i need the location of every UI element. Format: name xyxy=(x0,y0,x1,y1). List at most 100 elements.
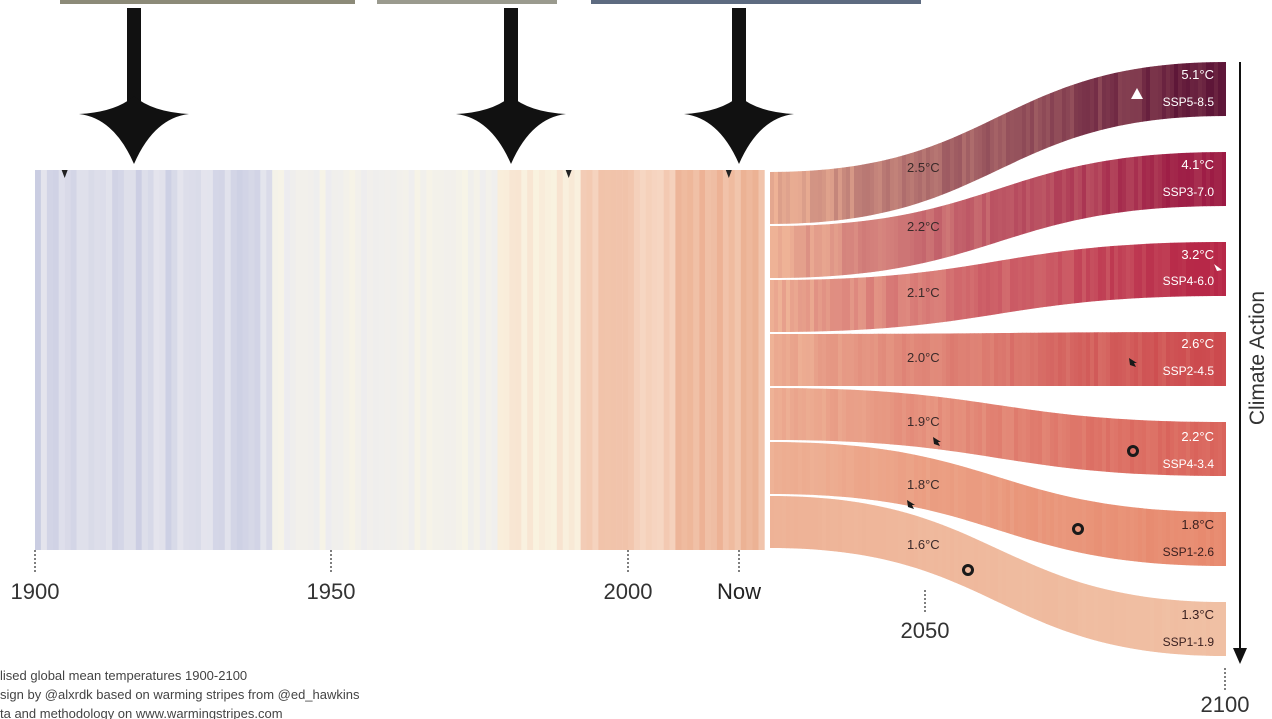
stripe-2005 xyxy=(657,170,664,550)
mid-label-6: 1.8°C xyxy=(907,477,940,492)
photo-strip-left xyxy=(60,0,355,4)
stripe-1996 xyxy=(604,170,611,550)
mid-label-5: 1.9°C xyxy=(907,414,940,429)
scenario-name-6: SSP1-2.6 xyxy=(1163,545,1215,559)
stripe-1940 xyxy=(272,170,279,550)
scenario-name-3: SSP2-4.5 xyxy=(1163,364,1215,378)
stripe-1998 xyxy=(616,170,623,550)
stripe-2007 xyxy=(669,170,676,550)
tick-label-now: Now xyxy=(717,579,761,604)
scenario-name-1: SSP3-7.0 xyxy=(1163,185,1215,199)
stripe-1960 xyxy=(390,170,397,550)
stripe-1923 xyxy=(171,170,178,550)
stripe-1956 xyxy=(367,170,374,550)
stripe-1984 xyxy=(533,170,540,550)
tick-label-1900: 1900 xyxy=(11,579,60,604)
stripe-1997 xyxy=(610,170,617,550)
stripe-1978 xyxy=(497,170,504,550)
stripe-1971 xyxy=(456,170,463,550)
stripe-1949 xyxy=(325,170,332,550)
stripe-1939 xyxy=(266,170,273,550)
stripe-2000 xyxy=(628,170,635,550)
stripe-1976 xyxy=(485,170,492,550)
stripe-1901 xyxy=(40,170,48,550)
year-marker-1990 xyxy=(565,170,572,178)
stripe-1925 xyxy=(183,170,190,550)
stripe-1928 xyxy=(201,170,208,550)
x-axis: 1900 1950 2000 Now 2050 2100 xyxy=(11,550,1249,717)
stripe-1957 xyxy=(373,170,380,550)
stripe-2009 xyxy=(681,170,688,550)
arrow-icon-white xyxy=(1214,264,1222,271)
stripe-2002 xyxy=(639,170,647,550)
stripe-1947 xyxy=(313,170,320,550)
mid-label-3: 2.1°C xyxy=(907,285,940,300)
tick-label-1950: 1950 xyxy=(307,579,356,604)
mid-label-4: 2.0°C xyxy=(907,350,940,365)
end-label-7: 1.3°C xyxy=(1181,607,1214,622)
scenario-band-SSP4-3.4 xyxy=(770,388,1226,476)
arrow-icon-0 xyxy=(1129,358,1137,367)
ring-icon-0 xyxy=(1127,445,1139,457)
mid-label-1: 2.5°C xyxy=(907,160,940,175)
stripe-1926 xyxy=(189,170,196,550)
stripe-1963 xyxy=(408,170,415,550)
scenario-bands xyxy=(770,62,1226,656)
climate-action-arrowhead xyxy=(1233,648,1247,664)
pointer-arrow-icon-2 xyxy=(684,8,794,164)
stripe-1936 xyxy=(248,170,255,550)
stripe-1988 xyxy=(556,170,563,550)
end-label-2: 3.2°C xyxy=(1181,247,1214,262)
stripe-1927 xyxy=(195,170,202,550)
stripe-1946 xyxy=(307,170,314,550)
tick-label-2000: 2000 xyxy=(604,579,653,604)
stripe-1937 xyxy=(254,170,261,550)
stripe-1938 xyxy=(260,170,267,550)
stripe-1973 xyxy=(467,170,475,550)
arrow-icon-2 xyxy=(907,500,915,509)
stripe-1934 xyxy=(236,170,243,550)
year-marker-1905 xyxy=(61,170,68,178)
stripe-1994 xyxy=(592,170,599,550)
annotations: 2.5°C 2.2°C 2.1°C 2.0°C 1.9°C 1.8°C 1.6°C 5.1°C… xyxy=(61,8,1222,649)
stripe-1906 xyxy=(70,170,77,550)
stripe-1958 xyxy=(378,170,386,550)
stripe-1930 xyxy=(212,170,220,550)
climate-action-axis: Climate Action xyxy=(1233,62,1269,664)
stripe-2015 xyxy=(716,170,724,550)
stripe-2006 xyxy=(663,170,670,550)
stripe-1929 xyxy=(207,170,214,550)
stripe-2001 xyxy=(633,170,641,550)
stripe-2013 xyxy=(705,170,712,550)
stripe-1986 xyxy=(545,170,552,550)
stripe-1933 xyxy=(230,170,237,550)
stripe-1908 xyxy=(82,170,89,550)
ring-icon-2 xyxy=(962,564,974,576)
stripe-1981 xyxy=(515,170,522,550)
stripe-2014 xyxy=(711,170,718,550)
stripe-2022 xyxy=(758,170,765,550)
year-marker-2017 xyxy=(725,170,732,178)
stripe-1917 xyxy=(135,170,142,550)
stripe-1943 xyxy=(290,170,297,550)
stripe-2018 xyxy=(734,170,741,550)
stripe-1911 xyxy=(100,170,107,550)
stripe-1910 xyxy=(94,170,101,550)
stripe-1969 xyxy=(444,170,451,550)
pointer-arrow-icon-0 xyxy=(79,8,189,164)
stripe-1983 xyxy=(527,170,534,550)
stripe-1985 xyxy=(539,170,546,550)
stripe-1974 xyxy=(473,170,480,550)
stripe-1914 xyxy=(118,170,125,550)
stripe-1909 xyxy=(88,170,95,550)
stripe-1944 xyxy=(295,170,303,550)
stripe-1959 xyxy=(384,170,392,550)
stripe-1942 xyxy=(284,170,291,550)
stripe-2011 xyxy=(693,170,700,550)
scenario-name-0: SSP5-8.5 xyxy=(1163,95,1215,109)
footnote-line-1: lised global mean temperatures 1900-2100 xyxy=(0,668,247,683)
stripe-1912 xyxy=(106,170,113,550)
stripe-1915 xyxy=(123,170,131,550)
stripe-1967 xyxy=(432,170,439,550)
